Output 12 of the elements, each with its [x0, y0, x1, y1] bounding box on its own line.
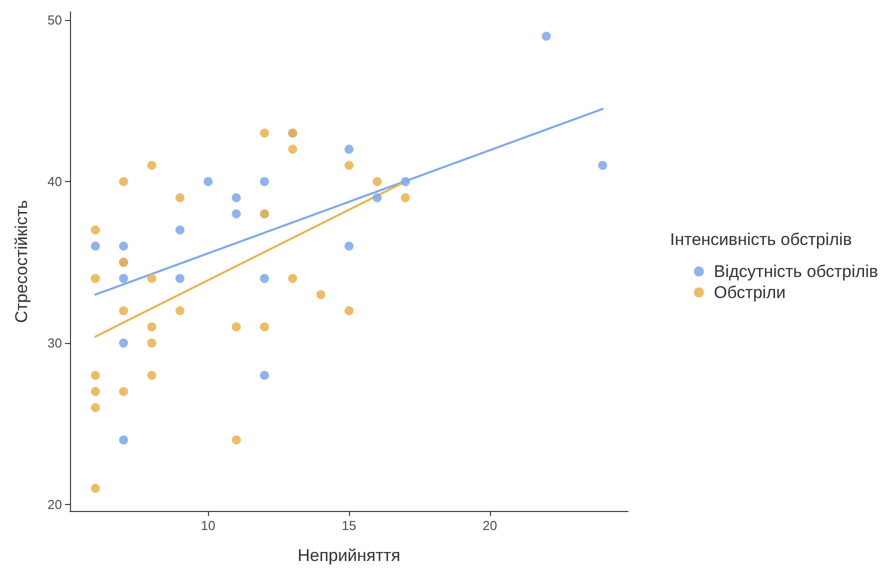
- x-tick-label: 10: [200, 518, 216, 533]
- x-axis-title: Неприйняття: [298, 546, 400, 565]
- x-tick-label: 15: [342, 518, 356, 533]
- y-tick-label: 30: [48, 336, 62, 351]
- y-tick-label: 50: [48, 12, 62, 28]
- y-tick-label: 20: [48, 497, 62, 512]
- legend-title: Інтенсивність обстрілів: [670, 230, 852, 249]
- y-tick-label: 40: [48, 174, 62, 190]
- legend-label: Відсутність обстрілів: [714, 262, 878, 281]
- legend-label: Обстріли: [714, 283, 786, 302]
- x-tick-label: 20: [482, 518, 498, 533]
- y-axis-title: Стресостійкість: [12, 200, 31, 324]
